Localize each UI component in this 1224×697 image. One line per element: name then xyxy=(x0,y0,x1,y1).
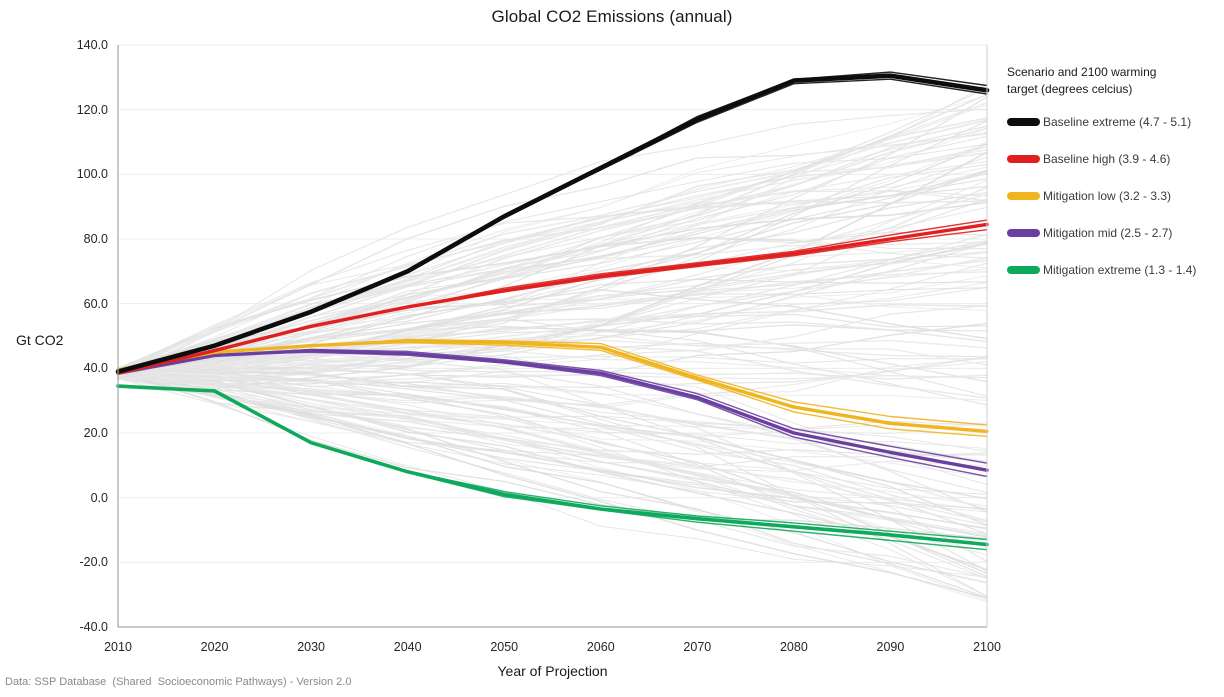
legend-entry: Mitigation low (3.2 - 3.3) xyxy=(1007,188,1221,203)
ensemble-line xyxy=(117,371,988,471)
ensemble-line xyxy=(117,371,988,556)
legend-entry-label: Baseline extreme (4.7 - 5.1) xyxy=(1043,114,1192,129)
legend-entry: Mitigation mid (2.5 - 2.7) xyxy=(1007,225,1221,240)
highlighted-scenario-lines xyxy=(115,71,990,551)
background-scenario-lines xyxy=(117,83,988,603)
x-tick-label: 2050 xyxy=(490,640,519,654)
legend-swatch-icon xyxy=(1007,265,1040,274)
x-tick-label: 2020 xyxy=(200,640,229,654)
legend-entry: Baseline extreme (4.7 - 5.1) xyxy=(1007,114,1221,129)
source-note: Data: SSP Database (Shared Socioeconomic… xyxy=(5,676,352,688)
ensemble-line xyxy=(117,373,988,538)
ensemble-line xyxy=(117,178,988,377)
ensemble-line xyxy=(117,368,988,530)
ensemble-line xyxy=(117,108,988,379)
y-tick-label: 140.0 xyxy=(76,38,108,52)
ensemble-line xyxy=(117,141,988,374)
legend-title-line2: target (degrees celcius) xyxy=(1007,82,1133,96)
legend-entry-label: Mitigation mid (2.5 - 2.7) xyxy=(1043,225,1173,240)
scenario-line xyxy=(116,222,989,375)
legend-entry-label: Mitigation low (3.2 - 3.3) xyxy=(1043,188,1172,203)
ensemble-line xyxy=(117,233,988,374)
y-tick-label: 80.0 xyxy=(83,232,108,246)
scenario-line xyxy=(116,384,989,547)
y-tick-label: 20.0 xyxy=(83,426,108,440)
y-tick-label: -20.0 xyxy=(79,555,109,570)
ensemble-line xyxy=(117,375,988,438)
legend-title-line1: Scenario and 2100 warming xyxy=(1007,65,1157,79)
scenario-line xyxy=(116,348,989,472)
ensemble-line xyxy=(117,372,988,523)
y-tick-label: 60.0 xyxy=(83,296,108,311)
legend-swatch-icon xyxy=(1007,154,1040,163)
legend-title: Scenario and 2100 warming target (degree… xyxy=(1007,64,1221,98)
chart-title: Global CO2 Emissions (annual) xyxy=(491,7,733,26)
ensemble-line xyxy=(117,372,988,463)
y-tick-label: 0.0 xyxy=(90,490,108,505)
legend-entry: Mitigation extreme (1.3 - 1.4) xyxy=(1007,262,1221,277)
scenario-line xyxy=(115,73,990,374)
axes-frame xyxy=(117,45,988,628)
x-tick-label: 2090 xyxy=(876,640,905,654)
ensemble-line xyxy=(117,355,988,377)
legend-entry-label: Baseline high (3.9 - 4.6) xyxy=(1043,151,1171,166)
ensemble-line xyxy=(117,119,988,375)
x-tick-label: 2060 xyxy=(586,640,615,654)
ensemble-line xyxy=(117,190,988,371)
x-tick-label: 2010 xyxy=(104,640,132,654)
legend-swatch-icon xyxy=(1007,191,1040,200)
ensemble-line xyxy=(117,133,988,373)
ensemble-line xyxy=(117,357,988,406)
ensemble-line xyxy=(117,368,988,578)
legend-entry-label: Mitigation extreme (1.3 - 1.4) xyxy=(1043,262,1197,277)
ensemble-line xyxy=(117,376,988,538)
y-tick-label: 120.0 xyxy=(76,102,108,117)
legend: Scenario and 2100 warming target (degree… xyxy=(1007,64,1221,299)
ensemble-line xyxy=(117,193,988,374)
ensemble-line xyxy=(117,305,988,375)
y-axis-title: Gt CO2 xyxy=(16,332,64,348)
legend-entries: Baseline extreme (4.7 - 5.1) Baseline hig… xyxy=(1007,114,1221,277)
ensemble-line xyxy=(117,119,988,376)
ensemble-line xyxy=(117,378,988,507)
ensemble-line xyxy=(117,146,988,378)
y-tick-label: 100.0 xyxy=(76,167,108,182)
ensemble-line xyxy=(117,370,988,540)
ensemble-line xyxy=(117,201,988,370)
y-tick-label: -40.0 xyxy=(79,620,109,634)
ensemble-line xyxy=(117,368,988,530)
ensemble-line xyxy=(117,125,988,370)
ensemble-line xyxy=(117,367,988,597)
ensemble-line xyxy=(117,131,988,375)
x-tick-label: 2100 xyxy=(973,640,1001,654)
ensemble-line xyxy=(117,374,988,383)
ensemble-line xyxy=(117,156,988,377)
legend-swatch-icon xyxy=(1007,228,1040,237)
ensemble-line xyxy=(117,372,988,603)
x-axis-title: Year of Projection xyxy=(497,663,608,679)
x-tick-label: 2080 xyxy=(779,640,808,654)
ensemble-line xyxy=(117,334,988,381)
ensemble-line xyxy=(117,172,988,380)
ensemble-line xyxy=(117,375,988,599)
ensemble-line xyxy=(117,372,988,510)
ensemble-line xyxy=(117,96,988,374)
ensemble-line xyxy=(117,368,988,599)
x-tick-label: 2030 xyxy=(297,640,326,654)
ensemble-line xyxy=(117,287,988,374)
x-tick-label: 2040 xyxy=(393,640,422,654)
scenario-line xyxy=(116,339,989,434)
ensemble-line xyxy=(117,236,988,371)
ensemble-line xyxy=(117,189,988,373)
y-tick-label: 40.0 xyxy=(83,361,108,376)
legend-entry: Baseline high (3.9 - 4.6) xyxy=(1007,151,1221,166)
x-tick-label: 2070 xyxy=(683,640,712,654)
ensemble-line xyxy=(117,278,988,372)
ensemble-line xyxy=(117,339,988,378)
legend-swatch-icon xyxy=(1007,117,1040,126)
ensemble-line xyxy=(117,373,988,571)
